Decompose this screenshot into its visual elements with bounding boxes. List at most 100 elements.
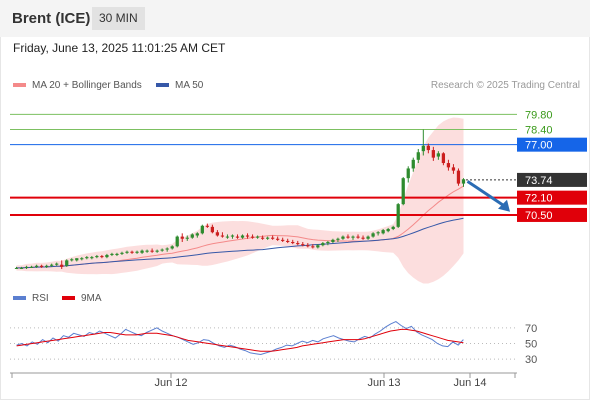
instrument-title: Brent (ICE) — [12, 10, 91, 27]
candle-body — [366, 236, 370, 239]
candle-body — [431, 150, 435, 158]
candle — [421, 129, 425, 156]
candle-body — [220, 235, 225, 237]
candle — [50, 263, 54, 267]
level-badge-2 — [517, 137, 587, 152]
candle-body — [45, 265, 49, 267]
candle — [205, 223, 209, 228]
candle — [376, 231, 380, 236]
bollinger-band-area — [16, 117, 464, 284]
candle-body — [316, 245, 320, 248]
candle-body — [90, 257, 94, 259]
candle — [150, 248, 154, 253]
candle-body — [50, 264, 54, 266]
candle-body — [105, 254, 109, 258]
candle-body — [34, 265, 39, 267]
candle — [100, 254, 104, 259]
candle — [245, 233, 250, 239]
candle-body — [80, 258, 84, 260]
legend-bb-swatch — [13, 83, 26, 88]
candle-body — [336, 238, 340, 240]
candle-body — [250, 236, 255, 238]
candle — [75, 258, 79, 262]
candle — [326, 240, 330, 246]
candle — [14, 266, 19, 270]
level-badge-4 — [517, 190, 587, 205]
candle — [386, 227, 390, 233]
candle-body — [145, 250, 149, 252]
candle — [175, 235, 179, 248]
candle-body — [426, 145, 430, 151]
candle-body — [100, 256, 104, 258]
level-label-4: 72.10 — [525, 193, 553, 205]
candle-body — [205, 225, 209, 227]
candle-body — [39, 265, 44, 267]
candle — [286, 238, 290, 244]
level-label-0: 79.80 — [525, 109, 553, 121]
candle — [80, 257, 84, 261]
rsi-tick-70: 70 — [525, 323, 537, 335]
candle — [95, 254, 99, 259]
candle-body — [24, 266, 29, 268]
candle-body — [200, 225, 204, 234]
candle — [276, 236, 280, 241]
candle — [406, 166, 410, 183]
candle-body — [240, 235, 245, 238]
legend-9ma-swatch — [62, 296, 75, 301]
candle — [210, 224, 215, 234]
candle — [255, 235, 260, 239]
candle-body — [461, 179, 466, 184]
legend-ma50: MA 50 — [156, 80, 203, 91]
candle — [145, 249, 149, 253]
candle-body — [210, 226, 215, 233]
candle-body — [306, 245, 310, 247]
candle — [401, 177, 405, 206]
candle-body — [150, 250, 154, 252]
candle-body — [286, 240, 290, 242]
candle — [70, 258, 74, 262]
x-axis-label-0: Jun 12 — [154, 377, 187, 389]
candle-body — [401, 178, 405, 205]
candle-body — [311, 246, 315, 248]
copyright-label: Research © 2025 Trading Central — [430, 80, 580, 91]
candle-body — [14, 267, 19, 269]
candle-body — [456, 170, 461, 184]
candle — [341, 235, 345, 240]
candle-body — [436, 153, 441, 157]
candle — [381, 229, 385, 235]
candle — [120, 251, 124, 255]
datetime-label: Friday, June 13, 2025 11:01:25 AM CET — [13, 41, 226, 55]
candle — [431, 146, 435, 161]
candle — [396, 203, 400, 228]
candle-body — [120, 252, 124, 254]
candle-body — [291, 241, 295, 244]
candle-body — [331, 239, 335, 242]
legend-bb: MA 20 + Bollinger Bands — [13, 80, 142, 91]
candle-body — [346, 236, 350, 238]
candle — [281, 237, 285, 242]
candle-body — [281, 239, 285, 241]
candle-body — [215, 232, 220, 236]
candle-body — [296, 243, 300, 245]
candle-body — [180, 236, 184, 239]
candle-body — [416, 152, 420, 160]
candle — [225, 234, 230, 239]
candle-body — [255, 236, 260, 238]
candle — [170, 245, 174, 250]
candle-body — [446, 163, 451, 168]
candle-body — [140, 250, 144, 253]
legend-rsi: RSI — [13, 293, 49, 304]
rsi-9ma-line — [16, 328, 464, 352]
candle-body — [326, 241, 330, 244]
timeframe-badge[interactable]: 30 MIN — [92, 7, 145, 30]
candle-body — [381, 230, 385, 234]
candle-body — [70, 259, 74, 261]
rsi-tick-30: 30 — [525, 354, 537, 366]
candle-body — [160, 249, 164, 251]
candle-body — [361, 237, 365, 239]
candle — [65, 259, 69, 267]
candle — [416, 148, 420, 164]
level-label-1: 78.40 — [525, 125, 553, 137]
candle-body — [135, 251, 139, 253]
